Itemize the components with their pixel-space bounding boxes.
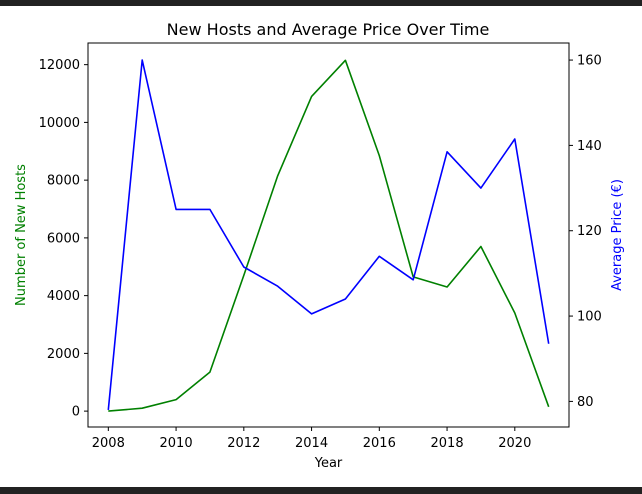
left-y-tick-label: 8000 — [47, 174, 80, 189]
plot-frame — [87, 42, 570, 428]
right-y-tick-label: 100 — [577, 310, 602, 325]
x-tick-label: 2014 — [295, 436, 328, 451]
left-y-tick-label: 6000 — [47, 231, 80, 246]
new-hosts-line — [108, 59, 550, 412]
x-tick-label: 2020 — [498, 436, 531, 451]
series-layer — [107, 59, 550, 412]
left-y-tick-label: 0 — [72, 405, 80, 420]
left-y-tick-label: 12000 — [39, 58, 80, 73]
chart-canvas: New Hosts and Average Price Over Time 20… — [0, 6, 642, 487]
average-price-line — [107, 59, 550, 410]
right-y-tick-label: 160 — [577, 54, 602, 69]
left-y-axis-label: Number of New Hosts — [14, 164, 29, 306]
chart-svg: New Hosts and Average Price Over Time 20… — [14, 20, 625, 471]
x-axis-label: Year — [314, 456, 343, 471]
left-y-tick-label: 4000 — [47, 289, 80, 304]
right-y-axis-label: Average Price (€) — [610, 179, 625, 291]
x-tick-label: 2018 — [431, 436, 464, 451]
right-y-tick-label: 80 — [577, 395, 594, 410]
left-y-tick-label: 2000 — [47, 347, 80, 362]
left-y-tick-label: 10000 — [39, 116, 80, 131]
x-axis: 2008 2010 2012 2014 2016 2018 2020 — [92, 427, 531, 451]
right-y-tick-label: 120 — [577, 224, 602, 239]
x-tick-label: 2012 — [227, 436, 260, 451]
left-y-axis: 0 2000 4000 6000 8000 10000 12000 — [39, 58, 88, 420]
x-tick-label: 2016 — [363, 436, 396, 451]
chart-title: New Hosts and Average Price Over Time — [167, 20, 490, 39]
x-tick-label: 2008 — [92, 436, 125, 451]
right-y-tick-label: 140 — [577, 139, 602, 154]
right-y-axis: 80 100 120 140 160 — [569, 54, 602, 410]
x-tick-label: 2010 — [160, 436, 193, 451]
